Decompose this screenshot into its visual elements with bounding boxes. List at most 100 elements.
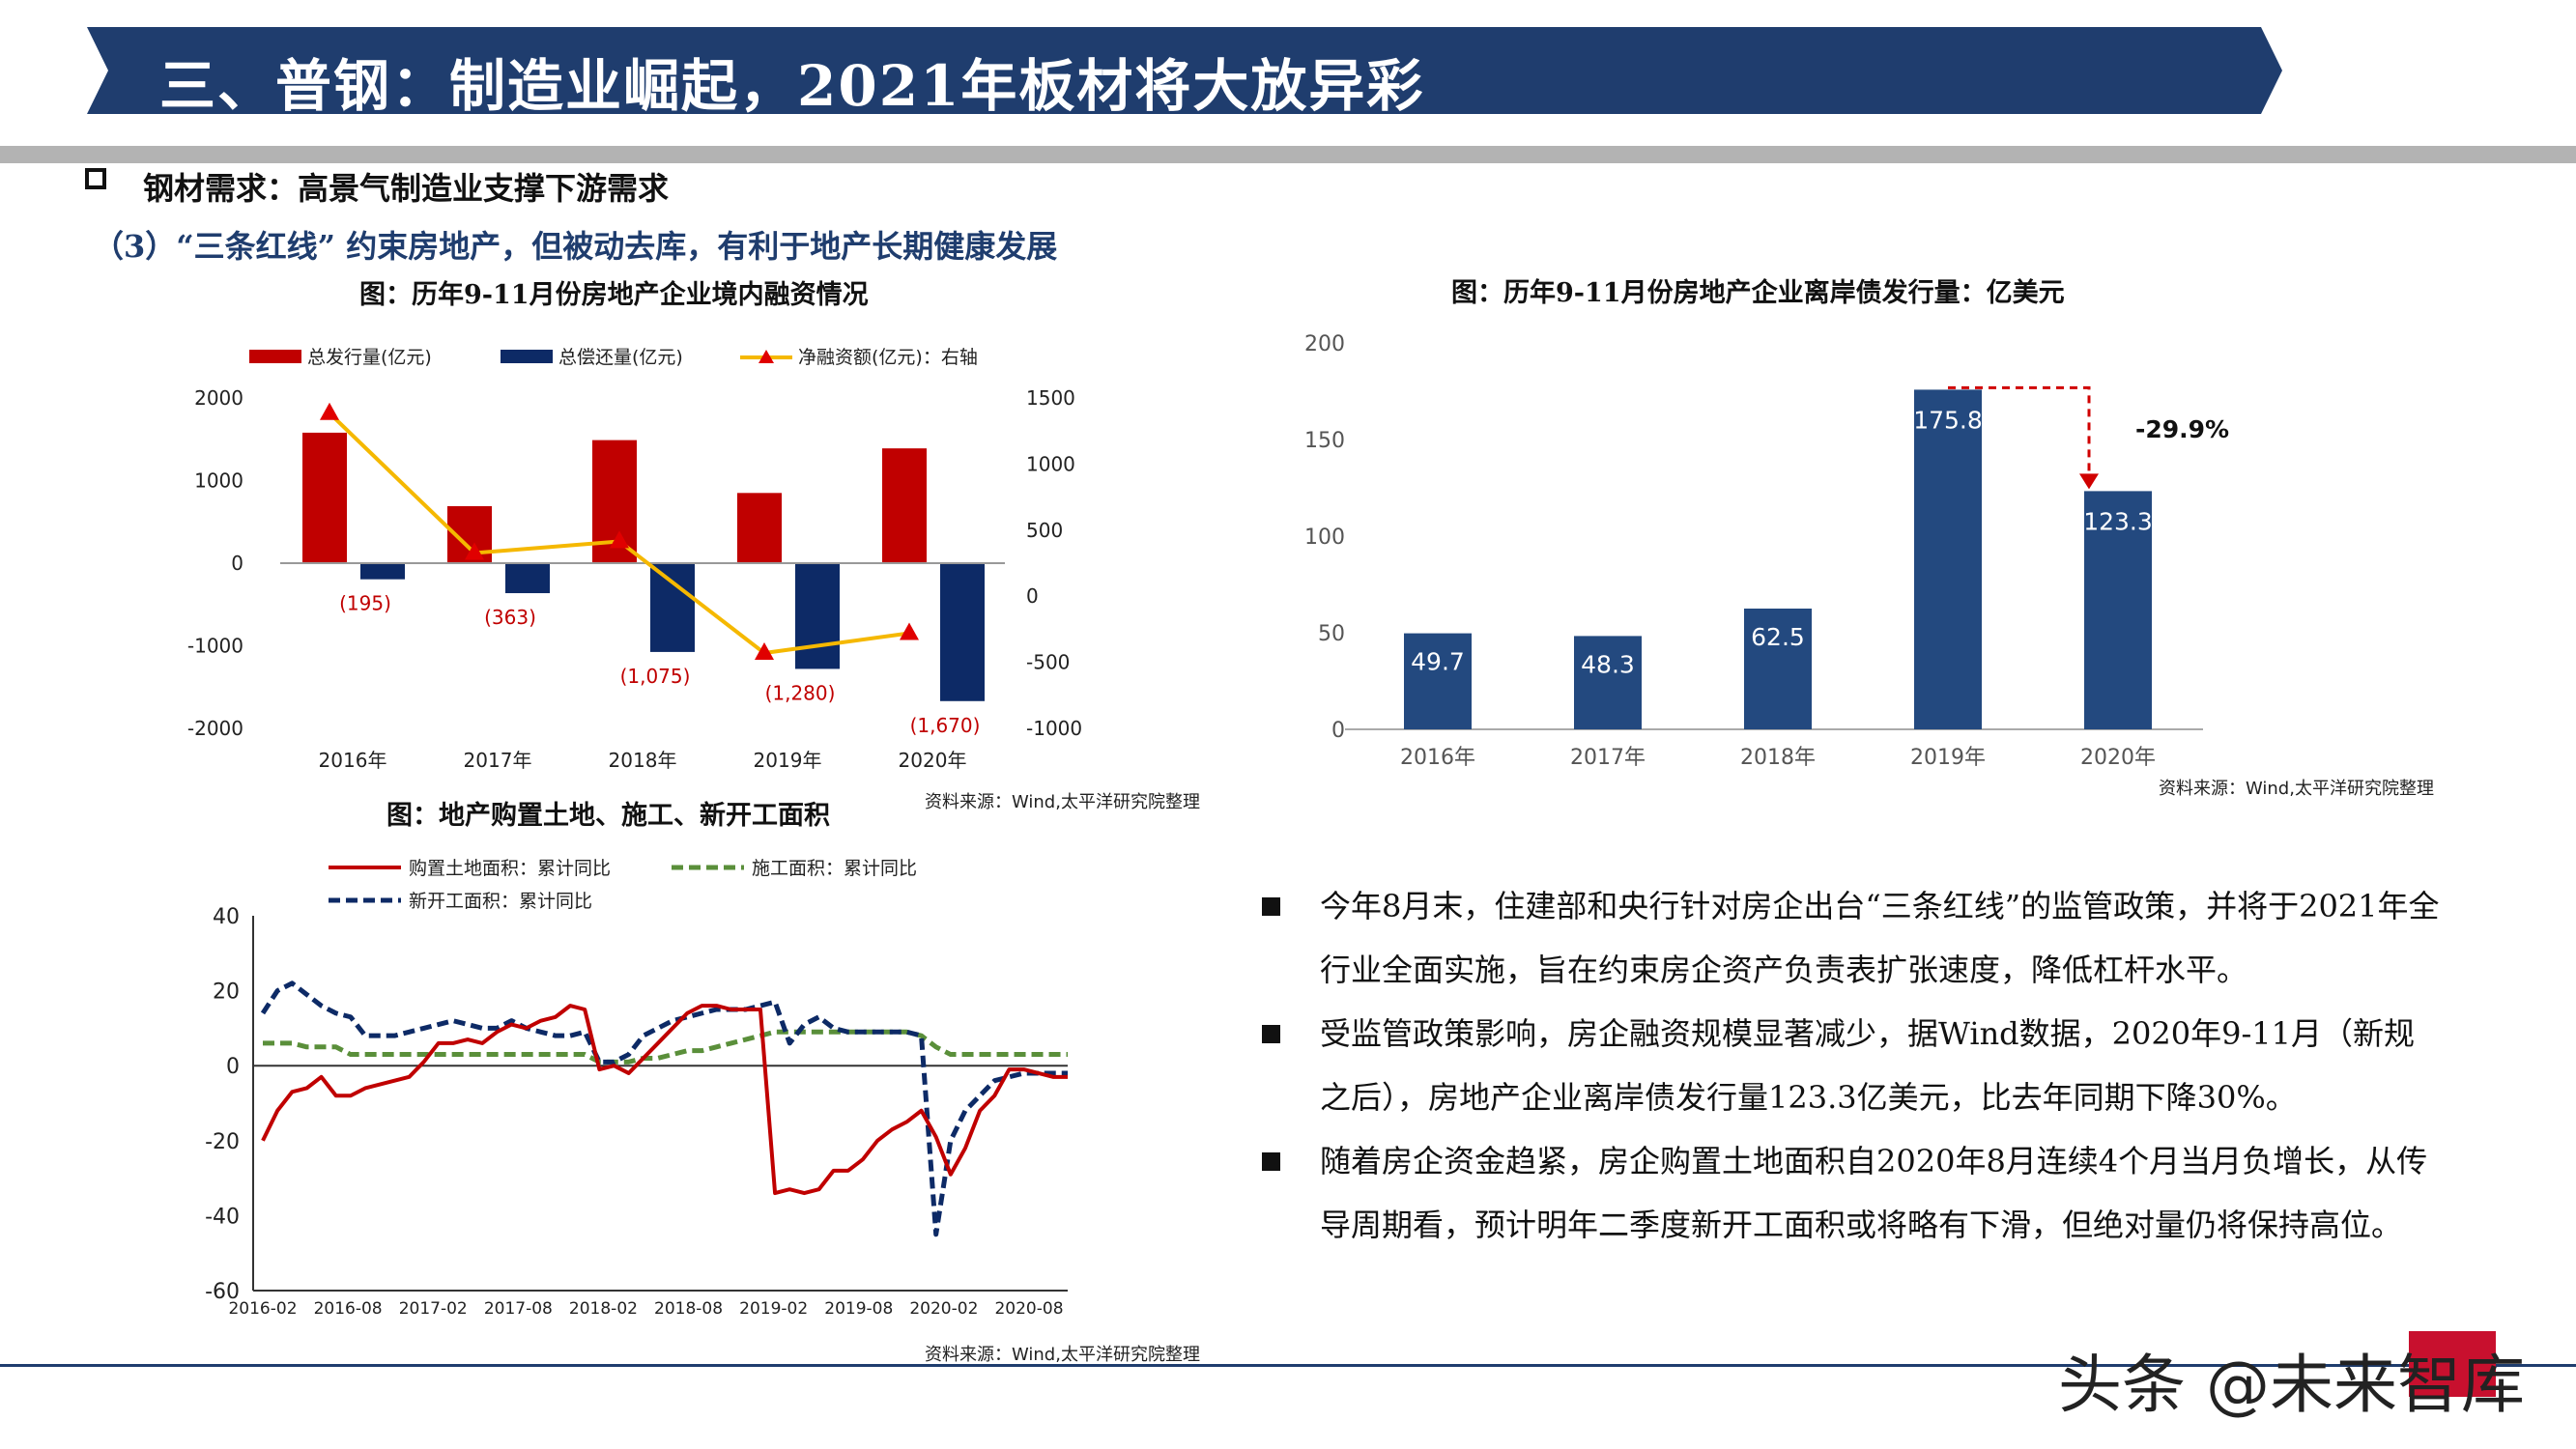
bar-issuance [737,493,782,563]
x-tick-label: 2020-02 [909,1299,978,1319]
bullet-item: 随着房企资金趋紧，房企购置土地面积自2020年8月连续4个月当月负增长，从传导周… [1256,1129,2445,1257]
x-tick-label: 2019年 [754,749,822,772]
bar-repayment [505,563,550,594]
bullet-item: 受监管政策影响，房企融资规模显著减少，据Wind数据，2020年9-11月（新规… [1256,1002,2445,1129]
net-financing-marker [465,542,484,560]
bar-data-label: 48.3 [1581,650,1635,678]
legend-label-construction: 施工面积：累计同比 [752,858,917,879]
chart2-title: 图：历年9-11月份房地产企业离岸债发行量：亿美元 [1451,278,2065,308]
x-tick-label: 2020-08 [994,1299,1063,1319]
net-financing-marker [320,402,339,420]
legend-marker-net [758,350,774,363]
header-divider [0,146,2576,163]
y-right-tick-label: 0 [1026,584,1039,608]
legend-swatch-repayment [501,350,553,363]
bar-offshore [2084,491,2152,729]
y-tick-label: 150 [1304,429,1345,453]
y-right-tick-label: -500 [1026,651,1070,674]
banner-shape [87,27,2282,114]
bar-offshore [1914,389,1982,729]
x-tick-label: 2017年 [1570,746,1646,770]
y-tick-label: -60 [205,1280,240,1304]
x-tick-label: 2018-08 [654,1299,723,1319]
bar-repayment [940,563,985,701]
x-tick-label: 2018年 [609,749,677,772]
bullet-square-icon [1262,897,1280,916]
x-tick-label: 2017-02 [399,1299,468,1319]
repayment-data-label: (363) [484,606,536,629]
y-tick-label: 50 [1318,622,1345,646]
y-tick-label: 20 [213,980,240,1005]
y-tick-label: 0 [226,1055,240,1079]
series-line-construction [263,1029,1068,1065]
legend-label-land: 购置土地面积：累计同比 [409,858,611,879]
y-left-tick-label: 0 [231,552,243,575]
footer-line [0,1364,2576,1367]
bar-issuance [302,432,347,563]
offshore-bond-chart: 200 150 100 50 0 49.7 2016年 48.3 2017年 62.5 2018年 1… [1304,332,2229,770]
x-tick-label: 2016年 [319,749,387,772]
bar-offshore [1404,633,1472,729]
repayment-data-label: (1,075) [620,665,691,688]
y-tick-label: -40 [205,1205,240,1229]
change-annotation: -29.9% [2135,415,2229,443]
y-right-tick-label: -1000 [1026,717,1082,740]
bullet-square-icon [1262,1025,1280,1043]
page-title: 三、普钢：制造业崛起，2021年板材将大放异彩 [159,53,1425,119]
y-right-tick-label: 1000 [1026,452,1075,475]
y-tick-label: -20 [205,1130,240,1154]
x-tick-label: 2016-08 [314,1299,383,1319]
repayment-data-label: (195) [339,592,391,615]
repayment-data-label: (1,670) [910,714,981,737]
y-tick-label: 0 [1331,719,1345,743]
header-banner [0,27,2576,163]
bar-offshore [1574,636,1642,729]
net-financing-marker [755,642,774,661]
x-tick-label: 2019-08 [824,1299,893,1319]
y-left-tick-label: 2000 [194,386,243,410]
x-tick-label: 2018-02 [569,1299,638,1319]
section-heading: 钢材需求：高景气制造业支撑下游需求 [143,170,670,207]
change-arrow-line [1948,385,2091,476]
y-left-tick-label: 1000 [194,469,243,493]
bar-repayment [795,563,840,669]
watermark-logo-block [2409,1331,2496,1397]
chart3-source: 资料来源：Wind,太平洋研究院整理 [925,1345,1200,1365]
y-tick-label: 100 [1304,526,1345,550]
y-tick-label: 40 [213,905,240,929]
bullet-item: 今年8月末，住建部和央行针对房企出台“三条红线”的监管政策，并将于2021年全行… [1256,874,2445,1002]
legend-label-new-start: 新开工面积：累计同比 [409,891,592,912]
x-tick-label: 2017-08 [484,1299,553,1319]
bullet-square-icon [1262,1152,1280,1171]
x-tick-label: 2019年 [1910,746,1986,770]
legend-swatch-issuance [249,350,301,363]
x-tick-label: 2017年 [464,749,532,772]
x-tick-label: 2018年 [1740,746,1816,770]
bullet-list: 今年8月末，住建部和央行针对房企出台“三条红线”的监管政策，并将于2021年全行… [1256,874,2445,1257]
bar-data-label: 123.3 [2083,507,2153,535]
x-tick-label: 2016-02 [228,1299,297,1319]
legend-label-issuance: 总发行量(亿元) [307,347,432,368]
x-tick-label: 2019-02 [739,1299,808,1319]
y-left-tick-label: -1000 [187,635,243,658]
y-tick-label: 200 [1304,332,1345,356]
repayment-data-label: (1,280) [765,681,836,704]
chart1-title: 图：历年9-11月份房地产企业境内融资情况 [359,280,869,310]
bar-offshore [1744,609,1812,729]
bar-data-label: 49.7 [1411,648,1465,676]
x-tick-label: 2020年 [2080,746,2156,770]
bar-data-label: 175.8 [1913,406,1983,434]
series-line-new-start [260,980,1068,1237]
bar-issuance [882,448,927,563]
checkbox-square-icon [85,168,106,189]
change-arrow-head [2079,473,2099,490]
series-line-land [261,1004,1068,1196]
net-financing-marker [610,530,629,549]
legend-label-repayment: 总偿还量(亿元) [558,347,683,368]
bar-repayment [650,563,695,652]
x-tick-label: 2020年 [899,749,967,772]
legend-label-net: 净融资额(亿元)：右轴 [798,347,978,368]
bar-repayment [360,563,405,580]
bar-data-label: 62.5 [1751,623,1805,651]
